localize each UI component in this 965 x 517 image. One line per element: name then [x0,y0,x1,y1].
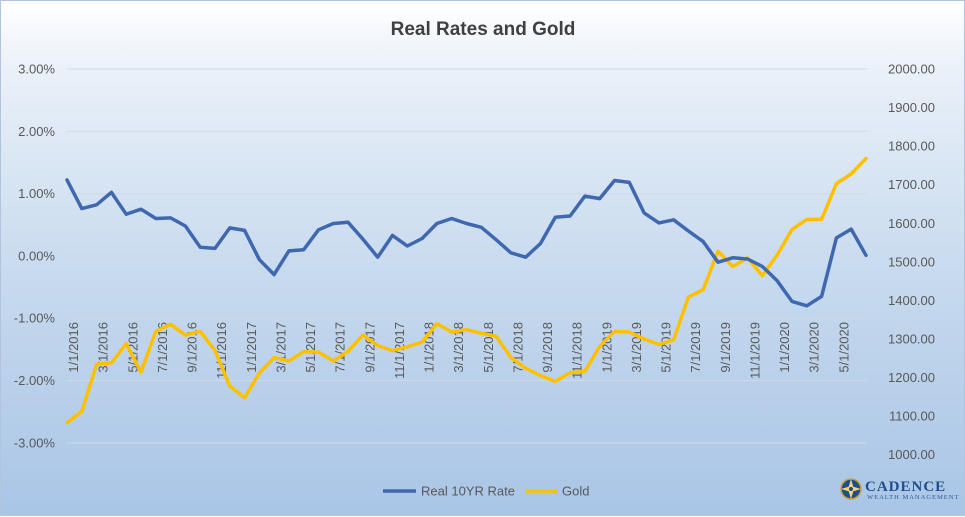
left-tick-label: -2.00% [14,373,56,388]
right-axis: 1000.00 1100.00 1200.00 1300.00 1400.00 1500.… [888,62,935,463]
x-tick-label: 9/1/2016 [185,322,200,373]
right-tick-label: 1700.00 [888,177,935,192]
left-tick-label: 3.00% [18,62,55,77]
series-line-real-rate [65,178,868,308]
gridlines [67,68,867,444]
left-tick-label: 1.00% [18,186,55,201]
series-line-gold [65,156,868,425]
x-tick-label: 5/1/2020 [836,322,851,373]
right-tick-label: 1900.00 [888,100,935,115]
left-tick-label: -3.00% [14,435,56,450]
x-tick-label: 7/1/2017 [333,322,348,373]
x-tick-label: 5/1/2019 [659,322,674,373]
chart-title: Real Rates and Gold [391,19,576,40]
right-tick-label: 1400.00 [888,293,935,308]
x-tick-label: 11/1/2016 [214,322,229,379]
right-tick-label: 1600.00 [888,216,935,231]
legend-label-gold: Gold [562,484,589,499]
x-tick-label: 1/1/2018 [422,322,437,373]
right-tick-label: 1200.00 [888,370,935,385]
right-tick-label: 1100.00 [889,409,935,424]
x-tick-label: 3/1/2020 [807,322,822,373]
left-tick-label: 0.00% [18,248,55,263]
x-tick-label: 9/1/2018 [540,322,555,373]
x-tick-label: 3/1/2017 [273,322,288,373]
x-tick-label: 11/1/2018 [570,322,585,379]
right-tick-label: 1500.00 [888,254,935,269]
x-tick-label: 7/1/2016 [155,322,170,373]
x-tick-label: 1/1/2019 [599,322,614,373]
x-tick-label: 3/1/2019 [629,322,644,373]
right-tick-label: 2000.00 [888,62,935,77]
brand-logo: CADENCE WEALTH MANAGEMENT [840,478,959,501]
right-tick-label: 1000.00 [888,447,935,462]
legend[interactable]: Real 10YR Rate Gold [383,484,589,499]
left-tick-label: 2.00% [18,124,55,139]
x-tick-label: 1/1/2020 [777,322,792,373]
left-tick-label: -1.00% [14,311,56,326]
left-axis: -3.00% -2.00% -1.00% 0.00% 1.00% 2.00% 3.00% [14,62,56,451]
x-tick-label: 3/1/2016 [96,322,111,373]
x-tick-label: 1/1/2016 [66,322,81,373]
brand-subtitle: WEALTH MANAGEMENT [867,494,959,501]
legend-label-real-rate: Real 10YR Rate [421,484,515,499]
x-tick-label: 9/1/2017 [362,322,377,373]
right-tick-label: 1800.00 [888,139,935,154]
x-tick-label: 1/1/2017 [244,322,259,373]
brand-name: CADENCE [865,479,946,495]
x-tick-label: 11/1/2019 [747,322,762,379]
compass-rose-logo-icon [840,478,862,500]
x-tick-label: 5/1/2018 [481,322,496,373]
x-tick-label: 3/1/2018 [451,322,466,373]
x-tick-label: 5/1/2017 [303,322,318,373]
x-tick-label: 7/1/2019 [688,322,703,373]
series-layer [65,156,868,425]
right-tick-label: 1300.00 [888,332,935,347]
x-tick-label: 9/1/2019 [718,322,733,373]
